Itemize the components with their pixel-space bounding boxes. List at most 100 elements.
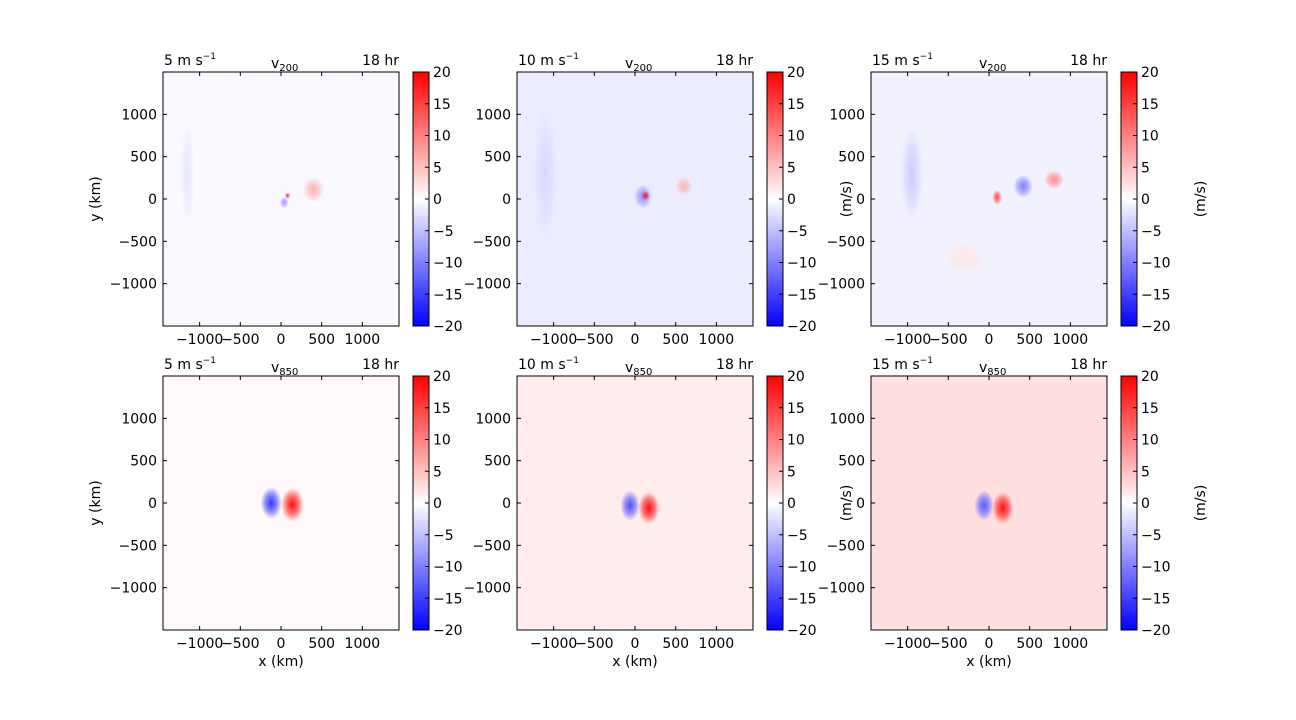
field-feature xyxy=(620,490,640,521)
x-tick-label: −1000 xyxy=(884,636,931,652)
field-feature xyxy=(279,196,289,209)
colorbar-tick-label: −15 xyxy=(787,287,817,303)
y-axis-label: y (km) xyxy=(88,176,104,221)
x-tick-label: 0 xyxy=(631,332,640,348)
x-tick-label: −1000 xyxy=(176,636,223,652)
y-tick-label: −1000 xyxy=(818,581,865,597)
field-features xyxy=(533,105,693,242)
field-feature xyxy=(992,491,1014,525)
x-tick-label: 500 xyxy=(1016,332,1043,348)
field-features xyxy=(260,486,304,522)
y-tick-label: 500 xyxy=(130,454,157,470)
field-features xyxy=(900,127,1064,276)
field-feature xyxy=(260,486,282,520)
colorbar-tick-label: −5 xyxy=(1141,224,1162,240)
field-feature xyxy=(302,176,325,203)
colorbar-tick-label: 5 xyxy=(787,464,796,480)
center-title: v200 xyxy=(979,56,1006,74)
x-tick-label: −500 xyxy=(929,636,967,652)
y-tick-label: 0 xyxy=(856,192,865,208)
colorbar-tick-label: −5 xyxy=(433,224,454,240)
colorbar-tick-label: −10 xyxy=(1141,256,1171,272)
y-tick-label: 500 xyxy=(484,454,511,470)
x-tick-label: 0 xyxy=(277,636,286,652)
left-title: 5 m s−1 xyxy=(164,356,216,373)
colorbar-tick-label: 15 xyxy=(433,401,451,417)
right-title: 18 hr xyxy=(362,53,399,69)
colorbar-tick-label: 10 xyxy=(433,433,451,449)
left-title: 15 m s−1 xyxy=(872,52,933,69)
field-feature xyxy=(944,241,985,276)
x-axis-label: x (km) xyxy=(258,654,303,670)
right-title: 18 hr xyxy=(362,357,399,373)
x-tick-label: 1000 xyxy=(345,332,381,348)
colorbar-tick-label: 5 xyxy=(433,160,442,176)
y-tick-label: 1000 xyxy=(829,107,865,123)
right-title: 18 hr xyxy=(1070,357,1107,373)
y-tick-label: 0 xyxy=(502,496,511,512)
colorbar-tick-label: 20 xyxy=(1141,369,1159,385)
y-tick-label: 1000 xyxy=(829,411,865,427)
colorbar-label: (m/s) xyxy=(1193,485,1209,522)
colorbar-tick-label: 10 xyxy=(433,129,451,145)
colorbar-tick-label: 20 xyxy=(433,65,451,81)
field-feature xyxy=(180,122,195,225)
colorbar-tick-label: −15 xyxy=(1141,591,1171,607)
y-tick-label: 500 xyxy=(838,150,865,166)
colorbar-label: (m/s) xyxy=(1193,181,1209,218)
colorbar-tick-label: −20 xyxy=(1141,623,1171,639)
y-tick-label: 1000 xyxy=(121,411,157,427)
right-title: 18 hr xyxy=(716,53,753,69)
colorbar-tick-label: 20 xyxy=(787,369,805,385)
left-title: 5 m s−1 xyxy=(164,52,216,69)
x-tick-label: 0 xyxy=(631,636,640,652)
colorbar-tick-label: 10 xyxy=(1141,129,1159,145)
center-title: v200 xyxy=(625,56,652,74)
colorbar-tick-label: −15 xyxy=(433,591,463,607)
field-features xyxy=(974,490,1014,525)
field-feature xyxy=(1013,174,1033,199)
x-tick-label: 500 xyxy=(308,636,335,652)
field-feature xyxy=(284,192,291,199)
y-tick-label: −1000 xyxy=(818,277,865,293)
field-feature xyxy=(641,190,650,201)
colorbar-tick-label: 0 xyxy=(1141,496,1150,512)
x-tick-label: −500 xyxy=(221,636,259,652)
colorbar-tick-label: −10 xyxy=(787,560,817,576)
field-feature xyxy=(900,127,924,221)
y-tick-label: −500 xyxy=(473,234,511,250)
colorbar-tick-label: 5 xyxy=(1141,464,1150,480)
y-tick-label: −500 xyxy=(827,538,865,554)
colorbar-tick-label: −20 xyxy=(787,319,817,335)
x-tick-label: 1000 xyxy=(699,636,735,652)
colorbar-tick-label: −5 xyxy=(433,528,454,544)
center-title: v200 xyxy=(271,56,298,74)
field-features xyxy=(620,490,660,525)
center-title: v850 xyxy=(979,360,1006,378)
left-title: 15 m s−1 xyxy=(872,356,933,373)
y-tick-label: −1000 xyxy=(110,277,157,293)
colorbar-label: (m/s) xyxy=(839,485,855,522)
x-tick-label: −500 xyxy=(575,332,613,348)
y-tick-label: −500 xyxy=(119,234,157,250)
x-tick-label: 500 xyxy=(1016,636,1043,652)
x-tick-label: −1000 xyxy=(884,332,931,348)
y-tick-label: −500 xyxy=(119,538,157,554)
colorbar-tick-label: 15 xyxy=(433,97,451,113)
x-tick-label: 0 xyxy=(277,332,286,348)
left-title: 10 m s−1 xyxy=(518,52,579,69)
x-tick-label: −1000 xyxy=(176,332,223,348)
field-feature xyxy=(281,487,304,522)
x-tick-label: 500 xyxy=(662,636,689,652)
colorbar-tick-label: 15 xyxy=(1141,97,1159,113)
field-feature xyxy=(674,176,693,196)
colorbar-tick-label: −20 xyxy=(433,319,463,335)
x-tick-label: 1000 xyxy=(699,332,735,348)
colorbar-tick-label: −20 xyxy=(1141,319,1171,335)
colorbar-tick-label: 20 xyxy=(787,65,805,81)
y-tick-label: 0 xyxy=(502,192,511,208)
x-tick-label: −500 xyxy=(575,636,613,652)
colorbar-tick-label: 0 xyxy=(433,496,442,512)
